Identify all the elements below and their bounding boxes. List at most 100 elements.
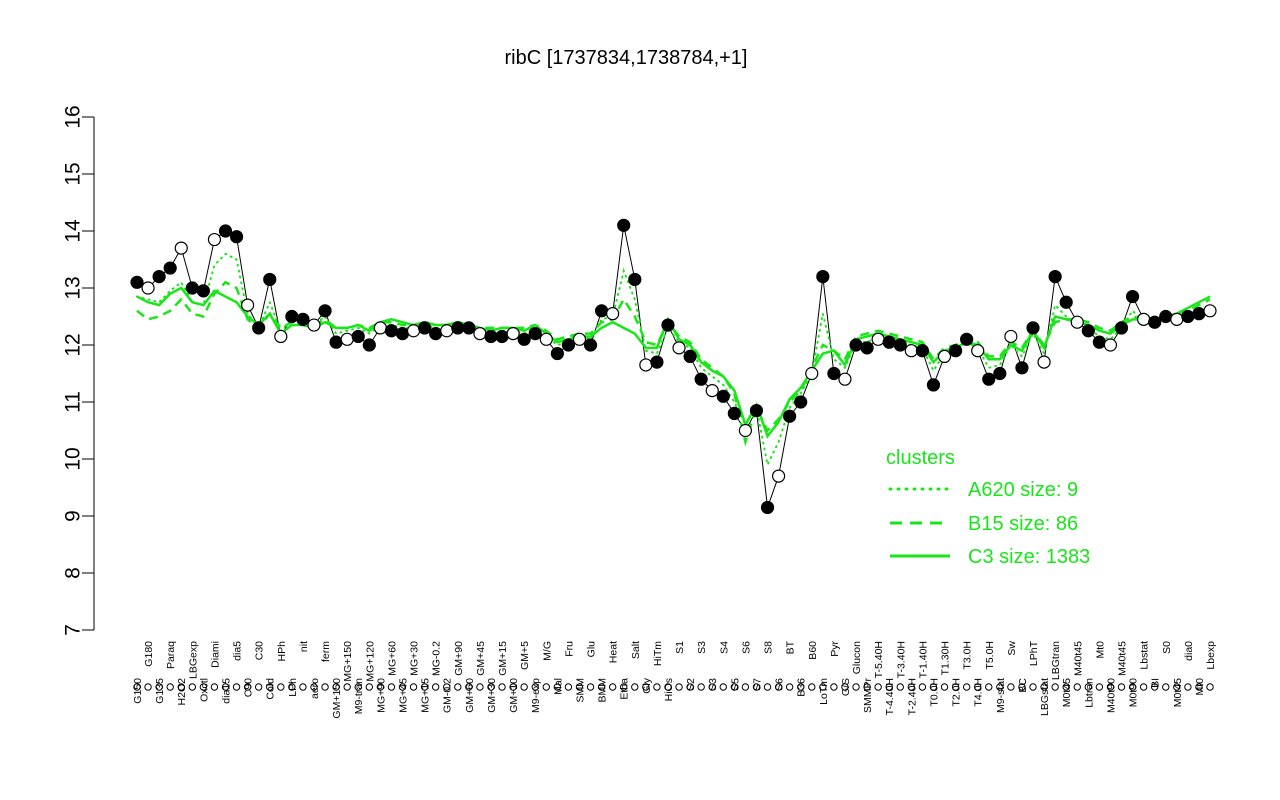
data-point: [760, 500, 775, 515]
x-tick-label: ferm: [320, 641, 332, 662]
x-tick-label: Glu: [586, 641, 598, 658]
data-point: [1070, 315, 1084, 329]
data-point: [617, 218, 631, 232]
x-tick-mark: [730, 683, 739, 691]
x-tick-label: T2.0H: [951, 678, 963, 707]
x-tick-mark: [918, 683, 927, 691]
data-point: [937, 349, 952, 363]
data-point: [263, 272, 277, 287]
data-point: [241, 298, 255, 312]
data-point: [373, 321, 387, 335]
x-tick-mark: [620, 683, 628, 691]
x-tick-mark: [431, 683, 440, 691]
x-tick-mark: [697, 683, 705, 691]
data-point: [583, 338, 598, 352]
data-point: [229, 230, 244, 244]
x-tick-label: S7: [751, 678, 763, 691]
x-tick-mark: [741, 683, 750, 691]
x-tick-label: Heat: [608, 641, 620, 663]
data-point: [362, 338, 376, 352]
x-tick-mark: [653, 683, 661, 691]
data-point: [307, 318, 321, 332]
x-tick-label: T4.0H: [973, 678, 985, 707]
data-point: [639, 358, 653, 372]
data-points: [130, 218, 1217, 515]
data-point: [926, 378, 941, 392]
x-tick-mark: [376, 683, 385, 691]
x-tick-label: H2O2: [176, 678, 188, 706]
x-tick-label: BC: [1017, 678, 1029, 693]
data-point: [274, 329, 288, 344]
x-tick-mark: [188, 683, 197, 691]
x-tick-mark: [1206, 683, 1214, 691]
data-point: [1159, 309, 1173, 324]
x-tick-mark: [332, 683, 340, 691]
data-point: [1170, 312, 1184, 326]
x-tick-mark: [597, 683, 606, 691]
data-point: [218, 224, 233, 238]
x-tick-label: B36: [796, 678, 808, 697]
data-point: [971, 344, 985, 358]
data-point: [893, 338, 907, 352]
x-tick-mark: [819, 683, 827, 691]
data-point: [384, 324, 399, 338]
data-point: [1114, 321, 1129, 335]
x-tick-mark: [907, 683, 916, 691]
x-tick-label: S4: [718, 641, 730, 654]
x-tick-label: GM+150: [331, 678, 343, 719]
x-tick-mark: [642, 683, 650, 691]
x-tick-mark: [1073, 683, 1081, 691]
x-tick-label: T-4.40H: [884, 678, 896, 715]
x-tick-label: LoTm: [818, 678, 830, 705]
data-point: [1037, 355, 1051, 369]
x-tick-label: dia15: [220, 678, 232, 704]
x-tick-mark: [254, 683, 263, 691]
y-tick-label: 13: [62, 276, 85, 299]
y-tick-label: 8: [62, 567, 85, 579]
x-tick-mark: [885, 683, 893, 691]
x-tick-mark: [797, 683, 805, 691]
data-point: [539, 332, 553, 346]
y-axis: 7 8 9 10 11 12 13 14 15 16: [62, 105, 95, 636]
x-tick-label: Mal: [552, 678, 564, 695]
x-tick-mark: [608, 683, 617, 691]
x-tick-label: Lbstat: [1139, 641, 1151, 670]
x-tick-label: nit: [298, 641, 310, 652]
x-tick-mark: [962, 683, 971, 691]
x-tick-label: MG+45: [397, 678, 409, 713]
x-tick-label: Oxctl: [198, 678, 210, 702]
x-tick-mark: [763, 683, 772, 691]
data-point: [683, 349, 697, 363]
x-tick-mark: [443, 683, 451, 691]
x-tick-label: BI: [1150, 678, 1162, 688]
x-tick-label: Sw: [1006, 641, 1018, 656]
x-tick-mark: [553, 683, 562, 691]
x-tick-label: M40t45: [1117, 641, 1129, 676]
data-point: [329, 335, 343, 349]
data-point: [827, 366, 841, 381]
x-tick-mark: [1007, 683, 1015, 691]
x-tick-label: Lbexp: [1205, 641, 1217, 670]
x-tick-label: G135: [154, 678, 166, 704]
x-tick-mark: [1095, 683, 1104, 691]
data-point: [572, 332, 587, 346]
data-point: [561, 338, 576, 352]
legend-entry-c3: C3 size: 1383: [968, 546, 1090, 568]
x-tick-label: G150: [132, 678, 144, 704]
data-point: [185, 281, 199, 295]
x-tick-mark: [1051, 683, 1059, 691]
x-tick-label: HiTm: [652, 641, 664, 666]
x-tick-mark: [1173, 683, 1181, 691]
legend-title: clusters: [886, 447, 955, 469]
x-tick-mark: [974, 683, 982, 691]
x-tick-mark: [387, 683, 396, 691]
x-tick-mark: [277, 683, 285, 691]
x-tick-label: GM+10: [508, 678, 520, 713]
x-tick-mark: [874, 683, 882, 691]
y-tick-label: 15: [62, 162, 85, 185]
x-tick-mark: [365, 683, 373, 691]
y-tick-label: 16: [62, 105, 85, 128]
x-tick-mark: [199, 683, 208, 691]
x-tick-label: M9-tran: [353, 678, 365, 714]
x-tick-label: Glucon: [851, 641, 863, 674]
